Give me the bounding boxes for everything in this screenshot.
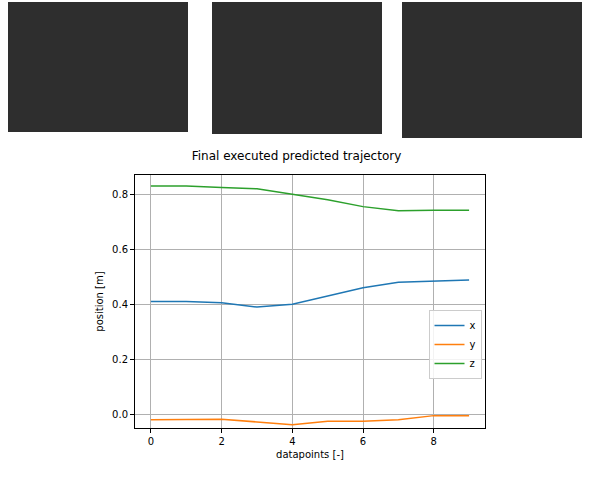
svg-text:4: 4 xyxy=(289,436,295,447)
svg-text:0: 0 xyxy=(148,436,154,447)
svg-text:position [m]: position [m] xyxy=(94,271,105,331)
svg-text:x: x xyxy=(470,320,476,331)
svg-text:y: y xyxy=(470,339,476,350)
svg-text:0.8: 0.8 xyxy=(112,189,128,200)
svg-text:datapoints [-]: datapoints [-] xyxy=(276,449,344,460)
svg-text:z: z xyxy=(470,358,475,369)
svg-text:0.4: 0.4 xyxy=(112,299,128,310)
svg-text:6: 6 xyxy=(360,436,366,447)
svg-text:2: 2 xyxy=(218,436,224,447)
svg-text:0.6: 0.6 xyxy=(112,244,128,255)
svg-text:0.2: 0.2 xyxy=(112,354,128,365)
svg-text:0.0: 0.0 xyxy=(112,409,128,420)
svg-text:8: 8 xyxy=(431,436,437,447)
svg-text:Final executed predicted traje: Final executed predicted trajectory xyxy=(192,149,402,163)
